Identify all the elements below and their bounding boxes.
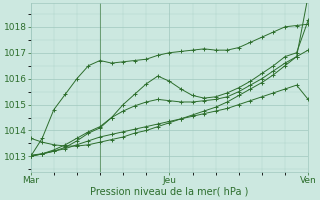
- X-axis label: Pression niveau de la mer( hPa ): Pression niveau de la mer( hPa ): [90, 187, 249, 197]
